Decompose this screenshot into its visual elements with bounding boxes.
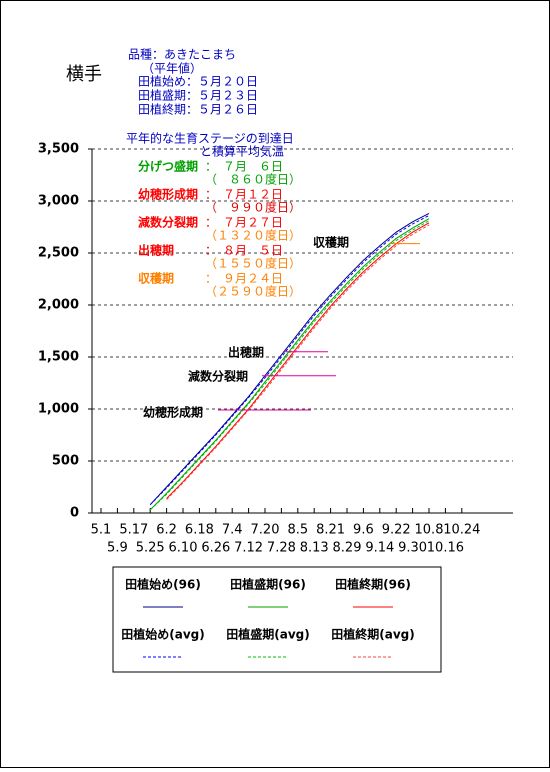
series-line xyxy=(149,218,430,511)
legend-box xyxy=(112,566,442,673)
y-tick-label: 3,500 xyxy=(38,142,79,157)
y-tick-label: 2,000 xyxy=(38,298,79,313)
info: 品種：あきたこまち xyxy=(128,48,236,62)
legend-label: 田植盛期(avg) xyxy=(226,627,309,642)
x-tick-label: 10.16 xyxy=(427,541,464,556)
x-tick-label: 10.24 xyxy=(443,523,480,538)
x-tick-label: 5.25 xyxy=(136,541,165,556)
x-tick-label: 8.5 xyxy=(287,523,308,538)
info: 田植終期：５月２６日 xyxy=(138,102,258,117)
x-tick-label: 9.30 xyxy=(398,541,427,556)
y-tick-label: 1,500 xyxy=(38,350,79,365)
x-tick-label: 10.8 xyxy=(415,523,444,538)
legend-label: 田植盛期(96) xyxy=(230,577,306,592)
x-tick-label: 6.2 xyxy=(156,523,177,538)
x-tick-label: 8.21 xyxy=(316,523,345,538)
x-tick-label: 5.17 xyxy=(119,523,148,538)
y-tick-label: 1,000 xyxy=(38,402,79,417)
stage-line-label: 幼穂形成期 xyxy=(143,405,203,420)
x-tick-label: 6.10 xyxy=(169,541,198,556)
stage-date: ： ８月 ５日 xyxy=(205,244,283,258)
legend-label: 田植終期(avg) xyxy=(331,627,414,642)
stage-line-label: 減数分裂期 xyxy=(188,369,248,384)
stage-name: 収穫期 xyxy=(138,271,174,286)
series-line xyxy=(149,220,430,511)
stage-gdd: （ ８６０度日） xyxy=(205,172,301,187)
info: （平年値） xyxy=(142,61,202,76)
y-tick-label: 500 xyxy=(52,454,79,469)
x-tick-label: 7.4 xyxy=(222,523,243,538)
x-tick-label: 8.29 xyxy=(333,541,362,556)
legend-label: 田植終期(96) xyxy=(335,577,411,592)
stage-name: 出穂期 xyxy=(138,243,174,258)
stage-gdd: （１３２０度日） xyxy=(205,228,301,243)
legend-label: 田植始め(96) xyxy=(125,577,201,592)
stage-line-label: 出穂期 xyxy=(228,345,264,360)
stage-gdd: （２５９０度日） xyxy=(205,284,301,299)
chart-title: 平年的な生育ステージの到達日 xyxy=(126,131,294,146)
y-tick-label: 2,500 xyxy=(38,246,79,261)
x-tick-label: 9.6 xyxy=(353,523,374,538)
stage-date: ： ７月２７日 xyxy=(205,216,283,230)
x-tick-label: 5.9 xyxy=(107,541,128,556)
stage-gdd: （１５５０度日） xyxy=(205,256,301,271)
y-tick-label: 0 xyxy=(70,506,79,521)
stage-date: ： ９月２４日 xyxy=(205,272,283,286)
stage-name: 減数分裂期 xyxy=(138,215,198,230)
info: 田植始め：５月２０日 xyxy=(138,74,258,89)
x-tick-label: 9.14 xyxy=(365,541,394,556)
stage-name: 分げつ盛期 xyxy=(138,159,198,174)
x-tick-label: 6.26 xyxy=(201,541,230,556)
y-tick-label: 3,000 xyxy=(38,194,79,209)
info: 田植盛期：５月２３日 xyxy=(138,88,258,103)
x-tick-label: 7.12 xyxy=(234,541,263,556)
chart-title: と積算平均気温 xyxy=(200,144,284,159)
stage-gdd: （ ９９０度日） xyxy=(205,200,301,215)
x-tick-label: 5.1 xyxy=(91,523,112,538)
x-tick-label: 7.20 xyxy=(251,523,280,538)
location: 横手 xyxy=(66,64,102,85)
series-line xyxy=(166,222,430,499)
stage-name: 幼穂形成期 xyxy=(138,187,198,202)
stage-date: ： ７月１２日 xyxy=(205,188,283,202)
stage-date: ： ７月 ６日 xyxy=(205,160,283,174)
x-tick-label: 6.18 xyxy=(185,523,214,538)
stage-line-label: 収穫期 xyxy=(313,235,349,250)
series-line xyxy=(149,215,430,506)
x-tick-label: 8.13 xyxy=(300,541,329,556)
x-tick-label: 9.22 xyxy=(382,523,411,538)
legend-label: 田植始め(avg) xyxy=(121,627,204,642)
x-tick-label: 7.28 xyxy=(267,541,296,556)
series-line xyxy=(149,213,430,506)
series-line xyxy=(166,224,430,500)
